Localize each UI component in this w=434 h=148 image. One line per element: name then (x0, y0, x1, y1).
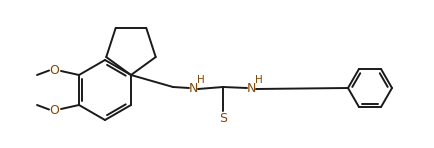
Text: O: O (49, 103, 59, 116)
Text: N: N (246, 82, 256, 95)
Text: O: O (49, 63, 59, 77)
Text: S: S (219, 111, 227, 124)
Text: H: H (255, 75, 263, 85)
Text: H: H (197, 75, 205, 85)
Text: N: N (188, 82, 197, 95)
